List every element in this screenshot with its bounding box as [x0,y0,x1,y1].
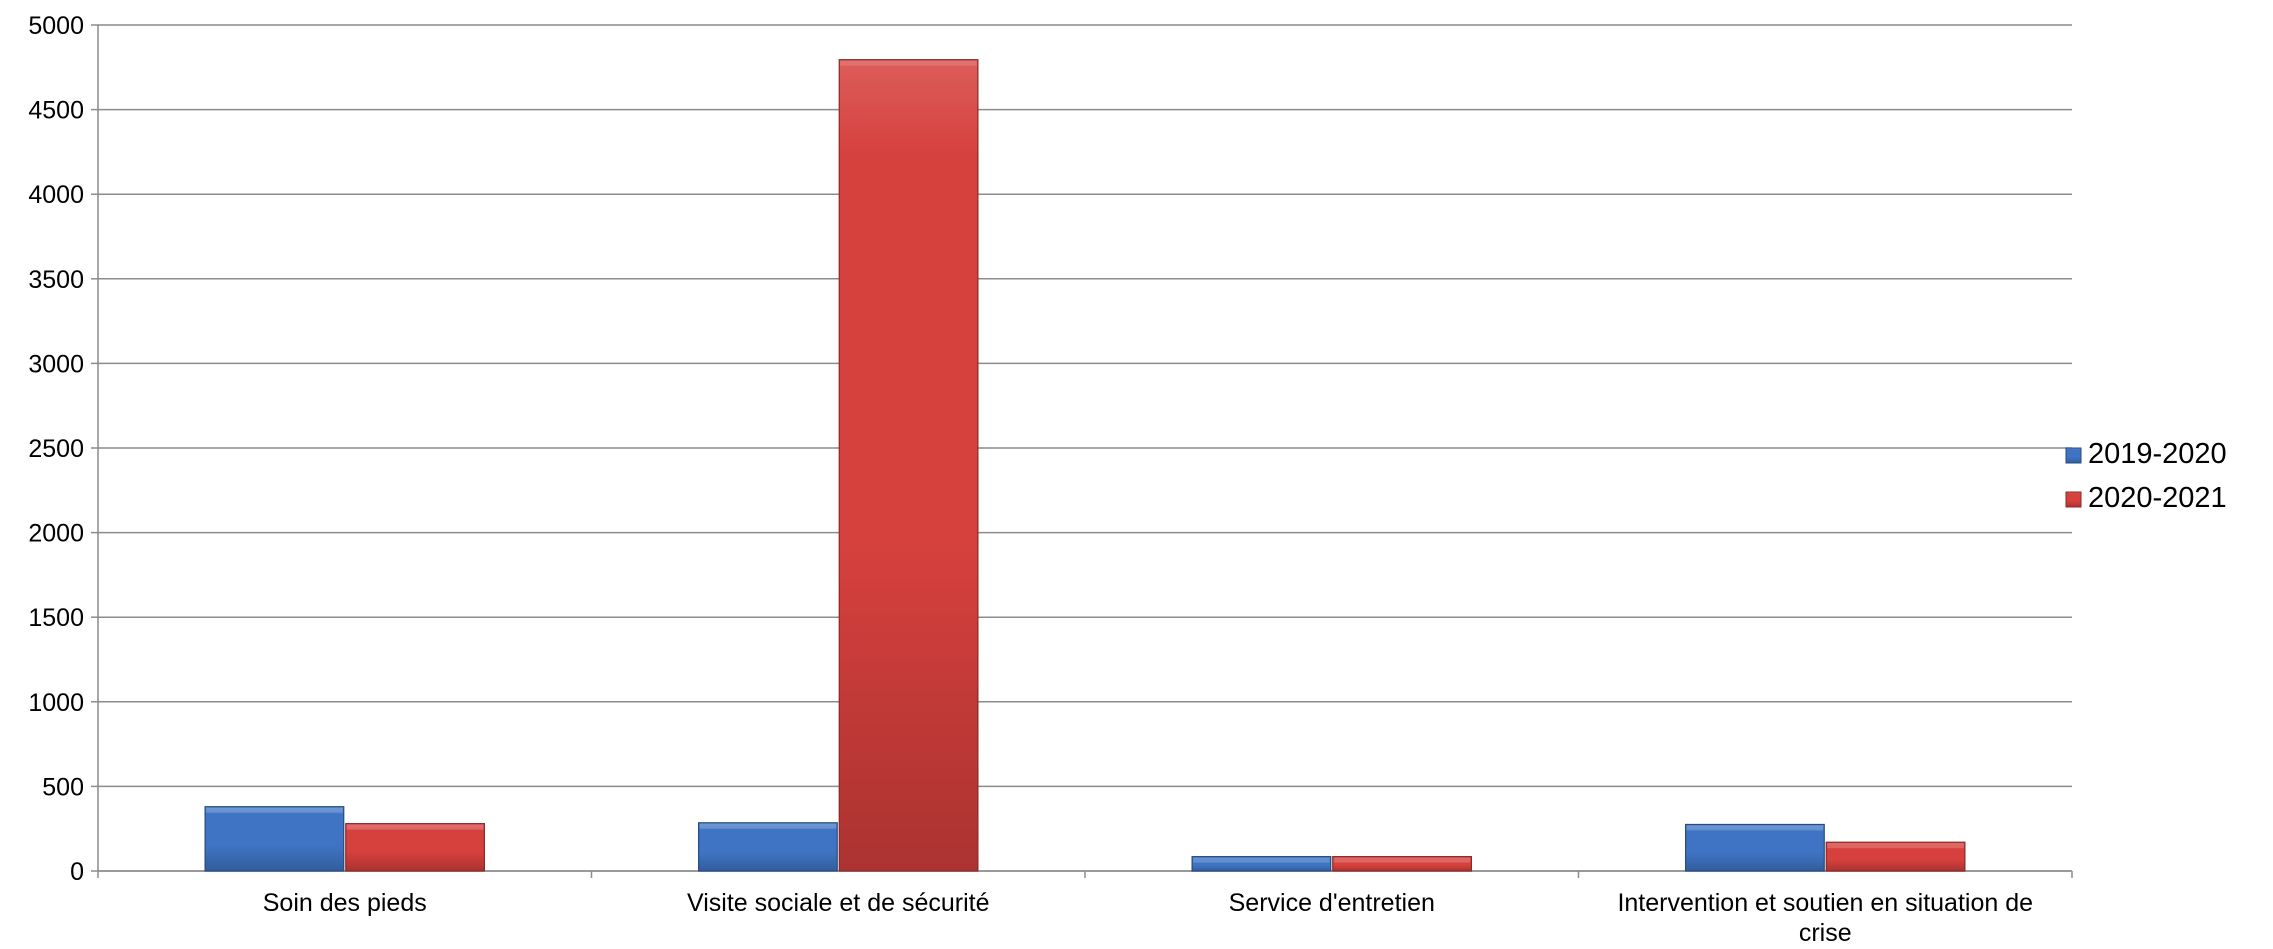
legend-swatch [2065,491,2082,508]
bar-highlight [699,823,837,829]
legend: 2019-2020 2020-2021 [2065,438,2227,514]
bar-2019-2020 [1685,823,1825,872]
bar-2020-2021 [838,59,979,872]
y-tick-label: 5000 [28,12,84,40]
y-tick-label: 2500 [28,435,84,463]
bar-highlight [1193,857,1330,863]
y-tick-label: 3500 [28,266,84,294]
x-category-label: crise [1799,919,1852,944]
bar-highlight [346,824,484,830]
x-category-label: Intervention et soutien en situation de [1617,889,2033,917]
legend-label: 2020-2021 [2088,482,2227,514]
bar-2019-2020 [204,806,345,872]
bar-2020-2021 [345,823,485,872]
tick-labels: 0 500 1000 1500 2000 2500 3000 3500 4000 4500 5000… [28,12,2033,947]
bars [204,59,1966,872]
bar-highlight [1333,857,1471,863]
x-category-label: Soin des pieds [263,889,427,917]
y-tick-label: 4500 [28,97,84,125]
x-category-label: Service d'entretien [1229,889,1435,917]
y-tick-label: 2000 [28,520,84,548]
y-tick-label: 500 [42,773,84,801]
bar-2019-2020 [698,822,838,872]
y-tick-label: 0 [70,858,84,886]
legend-swatch [2065,447,2082,464]
x-category-label: Visite sociale et de sécurité [687,889,989,917]
bar-highlight [1827,843,1964,849]
y-tick-label: 1000 [28,689,84,717]
bar-highlight [206,807,343,813]
axes [91,24,2073,878]
y-tick-label: 3000 [28,350,84,378]
y-tick-label: 4000 [28,181,84,209]
legend-label: 2019-2020 [2088,438,2227,470]
y-tick-label: 1500 [28,604,84,632]
bar-highlight [1686,825,1824,831]
gridlines [98,24,2072,872]
bar-highlight [840,60,977,66]
